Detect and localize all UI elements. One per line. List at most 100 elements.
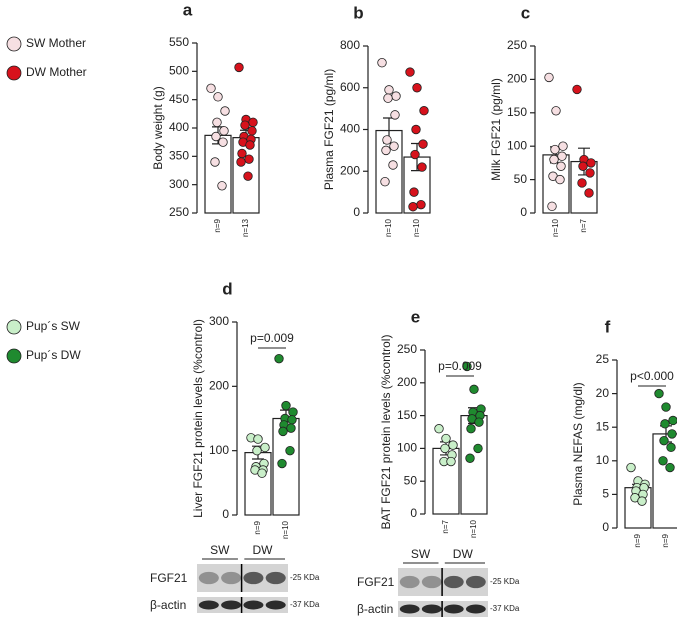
data-point	[417, 162, 427, 172]
data-point	[584, 188, 594, 198]
x-category-label: n=9	[253, 520, 262, 534]
y-tick-label: 5	[602, 487, 609, 501]
row-label: FGF21	[150, 571, 188, 585]
x-category-label: n=10	[551, 218, 560, 237]
data-point	[217, 181, 227, 191]
data-point	[377, 58, 387, 68]
legend-marker	[6, 319, 22, 335]
data-point	[446, 456, 456, 467]
p-value: p<0.000	[630, 369, 674, 383]
x-category-label: n=9	[661, 533, 670, 547]
y-tick-label: 0	[353, 205, 360, 219]
y-tick-label: 15	[596, 419, 610, 433]
data-point	[252, 445, 262, 456]
panel-letter: d	[222, 279, 232, 298]
blot-band	[399, 604, 420, 614]
data-point	[626, 462, 636, 473]
data-point	[253, 434, 263, 444]
y-tick-label: 250	[507, 38, 527, 52]
x-category-label: n=9	[213, 218, 222, 232]
blot-band	[443, 575, 464, 589]
panel-letter: b	[353, 3, 363, 22]
data-point	[383, 93, 393, 103]
data-point	[466, 424, 476, 434]
data-point	[380, 176, 390, 187]
bar	[204, 134, 232, 214]
data-point	[247, 126, 257, 136]
data-point	[412, 83, 422, 93]
data-point	[257, 468, 267, 478]
data-point	[440, 443, 450, 454]
data-point	[637, 496, 647, 506]
data-point	[654, 388, 664, 399]
data-point	[462, 361, 472, 372]
blot-band	[265, 571, 286, 585]
y-tick-label: 0	[410, 506, 417, 520]
data-point	[578, 161, 588, 171]
x-category-label: n=7	[441, 519, 450, 533]
y-tick-label: 25	[596, 352, 610, 366]
panel-letter: a	[183, 0, 193, 19]
data-point	[213, 92, 223, 102]
legend-label: Pup´s DW	[26, 348, 81, 362]
x-category-label: n=10	[412, 218, 421, 237]
data-point	[278, 426, 288, 437]
legend-label: DW Mother	[26, 65, 87, 79]
x-category-label: n=13	[241, 218, 250, 237]
y-tick-label: 200	[507, 72, 527, 86]
x-category-label: n=10	[469, 519, 478, 538]
data-point	[219, 126, 229, 136]
y-tick-label: 350	[169, 149, 189, 163]
data-point	[220, 106, 230, 116]
data-point	[234, 62, 244, 73]
data-point	[473, 443, 483, 454]
blot-strip	[398, 601, 488, 617]
data-point	[288, 407, 298, 417]
data-point	[555, 174, 565, 185]
data-point	[418, 139, 428, 149]
data-point	[285, 445, 295, 456]
data-point	[550, 144, 560, 155]
data-point	[405, 67, 415, 77]
data-point	[441, 433, 451, 444]
data-point	[240, 120, 250, 130]
data-point	[236, 157, 246, 167]
data-point	[244, 154, 254, 164]
data-point	[577, 178, 587, 188]
data-point	[260, 442, 270, 453]
row-label: β-actin	[357, 602, 393, 616]
marker-label: -25 KDa	[490, 577, 520, 586]
data-point	[659, 435, 669, 446]
row-label: β-actin	[150, 598, 186, 612]
legend-marker	[6, 36, 22, 52]
p-value: p=0.009	[438, 359, 482, 373]
data-point	[558, 141, 568, 151]
data-point	[245, 140, 255, 150]
y-tick-label: 200	[209, 379, 229, 393]
data-point	[549, 154, 559, 165]
data-point	[544, 72, 554, 83]
y-axis-label: Plasma NEFAS (mg/dl)	[571, 382, 585, 505]
y-tick-label: 250	[397, 342, 417, 356]
y-tick-label: 500	[169, 64, 189, 78]
data-point	[243, 171, 253, 181]
data-point	[665, 462, 675, 473]
x-category-label: n=7	[579, 218, 588, 232]
y-axis-label: Milk FGF21 (pg/ml)	[489, 78, 503, 181]
data-point	[465, 453, 475, 463]
data-point	[658, 456, 668, 466]
blot-band	[221, 600, 242, 610]
legend-label: SW Mother	[26, 36, 86, 50]
marker-label: -37 KDa	[290, 600, 320, 609]
lane-label: SW	[210, 543, 230, 557]
y-tick-label: 50	[514, 172, 528, 186]
y-tick-label: 50	[404, 473, 418, 487]
marker-label: -25 KDa	[290, 573, 320, 582]
y-tick-label: 100	[209, 443, 229, 457]
y-tick-label: 150	[397, 408, 417, 422]
y-tick-label: 0	[602, 520, 609, 534]
y-tick-label: 0	[222, 507, 229, 521]
blot-band	[421, 604, 442, 614]
data-point	[585, 168, 595, 178]
